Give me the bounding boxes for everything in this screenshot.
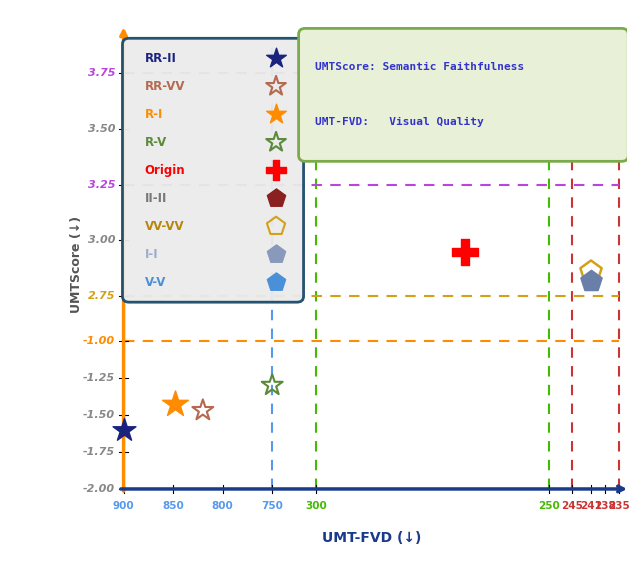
Point (271, 53, 281, 62)
Point (271, 250, 281, 259)
Text: Origin: Origin (145, 164, 185, 177)
Text: R-I: R-I (145, 108, 163, 121)
Text: V-V: V-V (145, 275, 166, 289)
Text: 800: 800 (212, 502, 234, 511)
Text: -2.00: -2.00 (83, 484, 115, 494)
Text: RR-VV: RR-VV (145, 80, 185, 93)
Point (118, 425, 129, 434)
Point (586, 267, 596, 276)
Text: UMT-FVD (↓): UMT-FVD (↓) (321, 531, 421, 545)
FancyBboxPatch shape (122, 38, 303, 302)
Text: 3.00: 3.00 (88, 235, 115, 245)
Text: -1.00: -1.00 (83, 336, 115, 346)
Text: 2.75: 2.75 (88, 291, 115, 301)
Text: -1.25: -1.25 (83, 373, 115, 383)
Text: 241: 241 (580, 502, 602, 511)
Point (605, 124, 615, 133)
Text: 235: 235 (608, 502, 630, 511)
Point (271, 82, 281, 91)
Text: 3.50: 3.50 (88, 124, 115, 133)
Text: UMTScore: Semantic Faithfulness: UMTScore: Semantic Faithfulness (315, 62, 524, 72)
Point (586, 276, 596, 285)
Text: 238: 238 (594, 502, 616, 511)
Text: 250: 250 (538, 502, 560, 511)
Point (605, 131, 615, 140)
Point (267, 381, 277, 390)
Text: 750: 750 (261, 502, 283, 511)
Text: 3.25: 3.25 (88, 179, 115, 190)
FancyBboxPatch shape (299, 28, 628, 161)
Point (170, 400, 180, 409)
Text: VV-VV: VV-VV (145, 220, 184, 233)
Text: UMTScore (↓): UMTScore (↓) (70, 216, 83, 312)
Text: UMT-FVD:   Visual Quality: UMT-FVD: Visual Quality (315, 116, 484, 127)
Point (271, 222, 281, 231)
Text: 3.75: 3.75 (88, 68, 115, 78)
Text: I-I: I-I (145, 248, 158, 261)
Point (460, 247, 470, 256)
Text: 850: 850 (163, 502, 184, 511)
Point (271, 194, 281, 203)
Text: 300: 300 (305, 502, 327, 511)
Point (271, 166, 281, 175)
Text: RR-II: RR-II (145, 52, 177, 65)
Text: 900: 900 (113, 502, 134, 511)
Point (271, 278, 281, 287)
Point (198, 406, 208, 415)
Text: R-V: R-V (145, 136, 167, 149)
Text: 245: 245 (561, 502, 583, 511)
Point (271, 110, 281, 119)
Text: -1.75: -1.75 (83, 447, 115, 457)
Text: II-II: II-II (145, 192, 167, 204)
Point (271, 137, 281, 147)
Text: -1.50: -1.50 (83, 410, 115, 420)
